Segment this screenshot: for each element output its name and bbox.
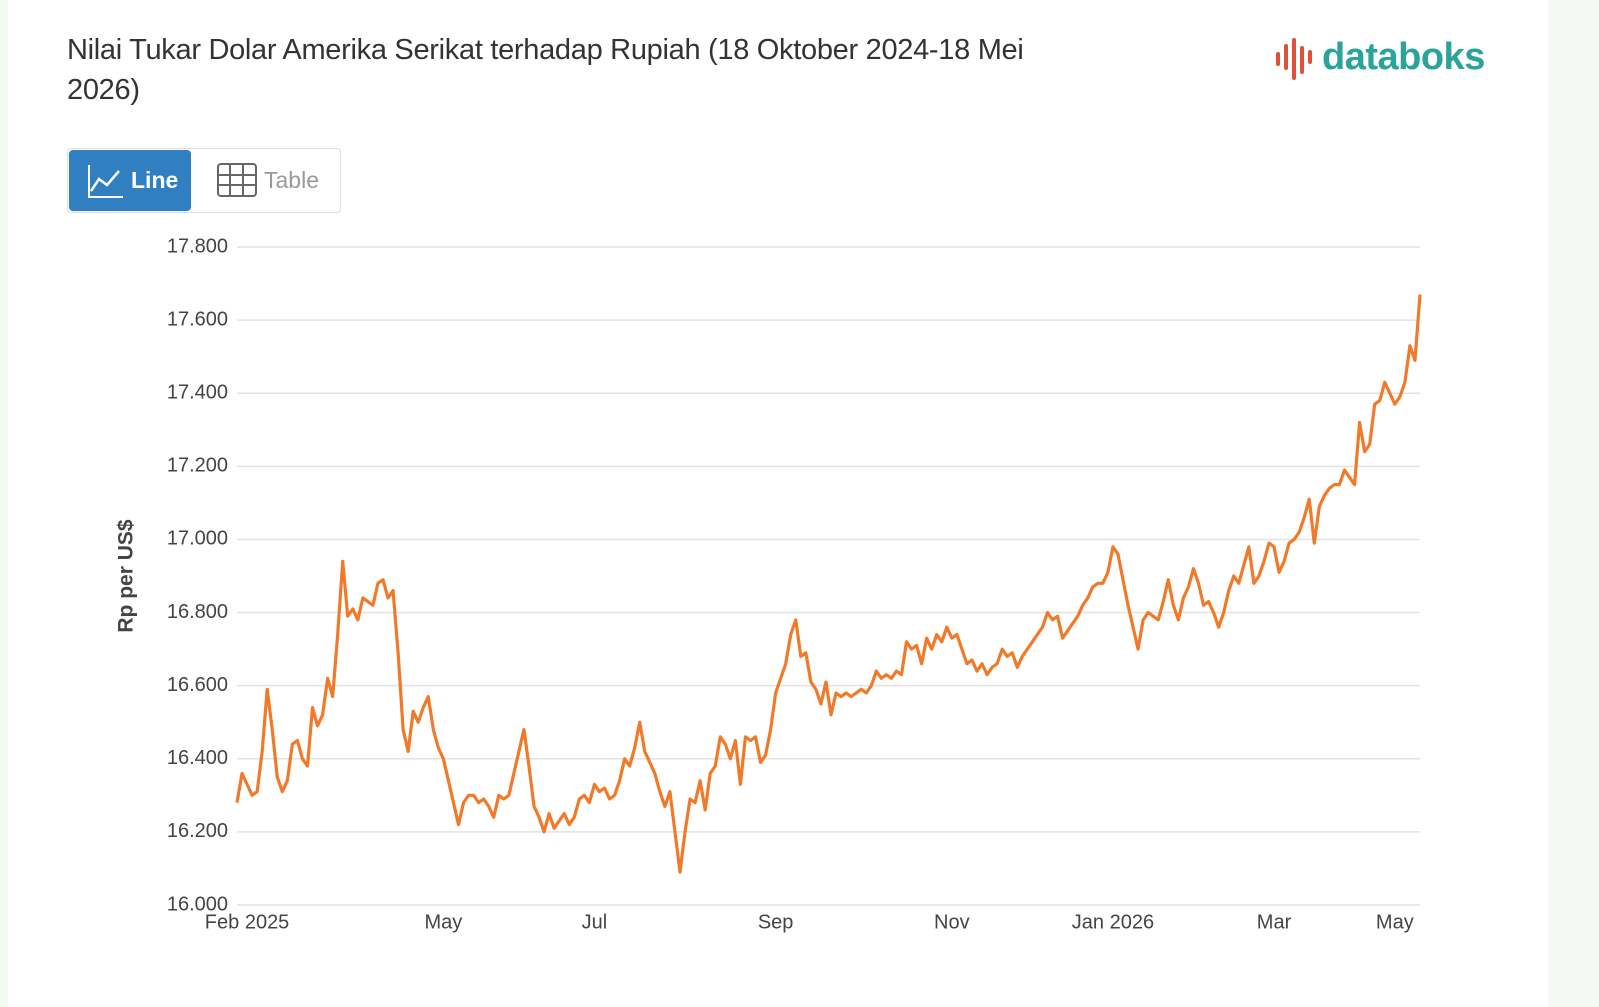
y-tick-label: 17.400 [167,382,228,404]
y-tick-label: 16.800 [167,601,228,623]
x-tick-label: May [1376,911,1414,933]
chart-title: Nilai Tukar Dolar Amerika Serikat terhad… [67,34,1024,106]
x-tick-label: Mar [1257,911,1292,933]
y-tick-label: 17.600 [167,308,228,330]
x-tick-label: Jul [582,911,608,933]
table-icon [217,163,257,197]
y-tick-label: 16.400 [167,747,228,769]
y-tick-label: 17.000 [167,528,228,550]
table-button-label: Table [264,167,319,193]
line-icon [88,165,123,198]
line-series [235,294,1422,874]
x-tick-label: Jan 2026 [1072,911,1154,933]
x-tick-label: Feb 2025 [205,911,290,933]
y-tick-label: 17.200 [167,455,228,477]
y-tick-label: 16.200 [167,820,228,842]
y-axis-label: Rp per US$ [115,519,138,633]
y-tick-label: 16.000 [167,893,228,915]
table-button[interactable]: Table [192,150,338,211]
y-tick-label: 17.800 [167,235,228,257]
line-button-label: Line [131,167,179,193]
x-tick-label: Sep [758,911,794,933]
x-tick-label: Nov [934,911,970,933]
logo-icon [1276,38,1312,80]
x-tick-label: May [424,911,462,933]
y-tick-label: 16.600 [167,674,228,696]
line-button[interactable]: Line [69,150,191,211]
logo: databoks [1322,36,1485,78]
view-switch: Line Table [67,148,341,213]
